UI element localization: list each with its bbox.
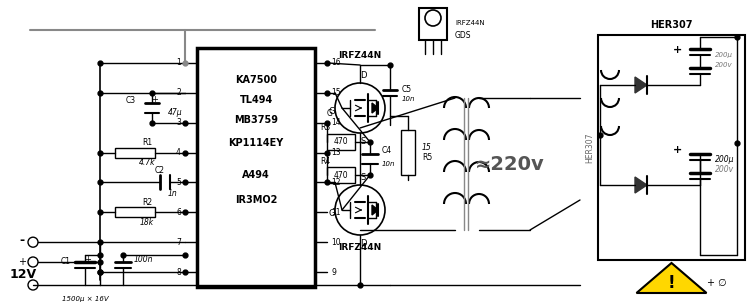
Text: !: ! (668, 274, 675, 292)
Text: G: G (328, 209, 335, 217)
Text: 200v: 200v (715, 165, 734, 174)
Text: S: S (360, 136, 366, 146)
Bar (401, 130, 415, 175)
Polygon shape (637, 263, 706, 293)
Text: 13: 13 (331, 148, 340, 157)
Text: R3: R3 (320, 123, 330, 133)
Text: GDS: GDS (455, 32, 472, 40)
Text: R2: R2 (142, 198, 152, 207)
Text: 18k: 18k (140, 218, 154, 227)
Text: 200μ: 200μ (715, 156, 734, 164)
Text: 11: 11 (331, 208, 340, 217)
Text: D: D (360, 239, 366, 247)
Text: +: + (152, 95, 158, 104)
Text: D: D (360, 71, 366, 81)
Text: 4.7k: 4.7k (139, 158, 155, 167)
Text: TL494: TL494 (239, 95, 273, 105)
Polygon shape (635, 177, 647, 193)
Bar (327, 167, 355, 183)
Text: IRFZ44N: IRFZ44N (455, 20, 484, 26)
Bar (327, 134, 355, 150)
Text: 8: 8 (176, 268, 181, 277)
Text: -: - (20, 234, 25, 247)
Text: 1: 1 (176, 58, 181, 67)
Text: 7: 7 (176, 238, 181, 247)
Text: R4: R4 (320, 157, 330, 165)
Text: R5: R5 (422, 153, 432, 162)
Text: 10n: 10n (402, 96, 416, 102)
Text: 5: 5 (176, 178, 181, 187)
Text: G: G (328, 106, 335, 116)
Text: 9: 9 (331, 268, 336, 277)
Text: 1n: 1n (168, 189, 178, 198)
Text: MB3759: MB3759 (234, 115, 278, 125)
Text: 6: 6 (176, 208, 181, 217)
Text: C3: C3 (126, 96, 136, 105)
Polygon shape (372, 205, 378, 215)
Text: HER307: HER307 (650, 20, 693, 30)
Text: C5: C5 (402, 85, 412, 95)
Polygon shape (372, 103, 378, 113)
Text: IRFZ44N: IRFZ44N (338, 244, 382, 253)
Text: A494: A494 (242, 170, 270, 180)
Text: 200v: 200v (715, 62, 733, 68)
Text: G: G (327, 109, 333, 118)
Text: KA7500: KA7500 (235, 75, 277, 85)
Text: 4: 4 (176, 148, 181, 157)
Bar (115, 147, 155, 157)
Text: 470: 470 (334, 137, 348, 147)
Bar (115, 207, 155, 217)
Text: +: + (85, 255, 92, 264)
Text: 470: 470 (334, 171, 348, 179)
Text: 200μ: 200μ (715, 52, 733, 58)
Text: ≈220v: ≈220v (476, 156, 544, 174)
Text: C2: C2 (155, 166, 165, 175)
Text: 15: 15 (422, 143, 432, 152)
Text: 47μ: 47μ (168, 108, 183, 117)
Text: 100n: 100n (134, 255, 153, 264)
Text: +: + (674, 45, 682, 55)
Bar (598, 35, 745, 260)
Text: +: + (18, 257, 26, 267)
Text: + ∅: + ∅ (706, 278, 726, 288)
Text: 15: 15 (331, 88, 340, 97)
Text: 16: 16 (331, 58, 340, 67)
Text: S: S (360, 174, 366, 182)
Text: C4: C4 (382, 146, 392, 155)
Text: 3: 3 (176, 118, 181, 127)
Polygon shape (635, 77, 647, 93)
Bar (197, 48, 315, 287)
Text: IR3MO2: IR3MO2 (235, 195, 278, 205)
Bar (419, 8, 447, 40)
Text: 12: 12 (331, 178, 340, 187)
Text: C1: C1 (61, 257, 71, 267)
Text: KP1114EY: KP1114EY (228, 138, 284, 148)
Text: HER307: HER307 (586, 132, 595, 163)
Text: 10: 10 (331, 238, 340, 247)
Text: IRFZ44N: IRFZ44N (338, 50, 382, 60)
Text: 1500μ × 16V: 1500μ × 16V (62, 296, 108, 302)
Text: 12V: 12V (10, 268, 37, 282)
Text: 14: 14 (331, 118, 340, 127)
Text: +: + (674, 145, 682, 155)
Text: 10n: 10n (382, 161, 395, 167)
Text: 2: 2 (176, 88, 181, 97)
Text: R1: R1 (142, 138, 152, 147)
